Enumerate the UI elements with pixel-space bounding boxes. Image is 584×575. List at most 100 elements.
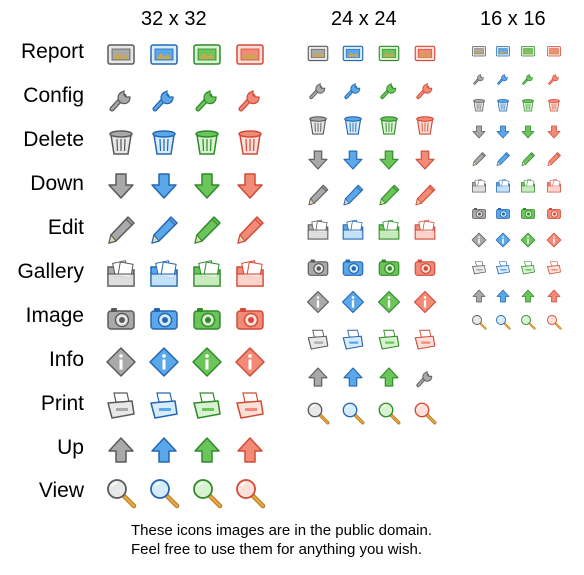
- up-icon-green: [379, 367, 399, 387]
- row-label-config: Config: [23, 84, 84, 107]
- gallery-icon-green: [193, 260, 221, 287]
- down-icon-red: [237, 173, 263, 199]
- image-icon-green: [521, 208, 535, 219]
- delete-icon-gray: [109, 130, 133, 155]
- edit-icon-gray: [108, 216, 135, 244]
- up-icon-red: [237, 437, 263, 463]
- image-icon-gray: [107, 308, 135, 330]
- up-icon-blue: [343, 367, 363, 387]
- gallery-icon-blue: [496, 179, 510, 193]
- info-icon-green: [377, 290, 401, 314]
- report-icon-blue: [150, 44, 178, 65]
- image-icon-green: [378, 259, 400, 276]
- row-label-image: Image: [25, 304, 84, 327]
- config-icon-green: [195, 90, 217, 112]
- delete-icon-blue: [152, 130, 176, 155]
- down-icon-red: [415, 150, 435, 170]
- config-icon-gray: [473, 74, 484, 85]
- config-icon-red: [548, 74, 559, 85]
- gallery-icon-red: [414, 219, 436, 240]
- report-icon-red: [236, 44, 264, 65]
- config-icon-gray: [109, 90, 131, 112]
- print-icon-gray: [307, 329, 329, 350]
- gallery-icon-gray: [307, 219, 329, 240]
- edit-icon-green: [194, 216, 221, 244]
- image-icon-gray: [472, 208, 486, 219]
- info-icon-red: [235, 347, 265, 377]
- info-icon-green: [192, 347, 222, 377]
- report-icon-red: [547, 46, 561, 57]
- print-icon-red: [414, 329, 436, 350]
- up-icon-gray: [108, 437, 134, 463]
- info-icon-red: [546, 232, 562, 248]
- edit-icon-green: [379, 184, 400, 206]
- edit-icon-red: [415, 184, 436, 206]
- view-icon-red: [414, 402, 437, 425]
- view-icon-red: [236, 479, 266, 509]
- info-icon-gray: [471, 232, 487, 248]
- view-icon-gray: [472, 315, 487, 330]
- delete-icon-red: [238, 130, 262, 155]
- view-icon-green: [193, 479, 223, 509]
- row-label-edit: Edit: [47, 216, 84, 239]
- image-icon-green: [193, 308, 221, 330]
- row-label-view: View: [38, 479, 84, 502]
- report-icon-blue: [496, 46, 510, 57]
- delete-icon-gray: [309, 116, 327, 135]
- row-label-info: Info: [48, 348, 84, 371]
- view-icon-blue: [496, 315, 511, 330]
- delete-icon-blue: [344, 116, 362, 135]
- image-icon-red: [547, 208, 561, 219]
- gallery-icon-green: [521, 179, 535, 193]
- image-icon-red: [236, 308, 264, 330]
- config-icon-blue: [497, 74, 508, 85]
- print-icon-blue: [342, 329, 364, 350]
- print-icon-blue: [496, 261, 510, 275]
- info-icon-green: [520, 232, 536, 248]
- config-icon-gray: [416, 371, 433, 388]
- up-icon-gray: [308, 367, 328, 387]
- row-label-up: Up: [57, 436, 84, 459]
- down-icon-gray: [308, 150, 328, 170]
- report-icon-blue: [342, 45, 364, 62]
- edit-icon-blue: [343, 184, 364, 206]
- print-icon-blue: [150, 392, 178, 419]
- info-icon-blue: [341, 290, 365, 314]
- edit-icon-gray: [308, 184, 329, 206]
- up-icon-green: [194, 437, 220, 463]
- edit-icon-red: [547, 152, 561, 166]
- image-icon-blue: [150, 308, 178, 330]
- delete-icon-green: [195, 130, 219, 155]
- edit-icon-gray: [472, 152, 486, 166]
- down-icon-green: [521, 125, 535, 139]
- report-icon-green: [521, 46, 535, 57]
- up-icon-gray: [472, 289, 486, 303]
- header-16: 16 x 16: [480, 8, 546, 30]
- image-icon-blue: [496, 208, 510, 219]
- footer-line-1: These icons images are in the public dom…: [131, 522, 432, 539]
- view-icon-green: [521, 315, 536, 330]
- up-icon-blue: [151, 437, 177, 463]
- down-icon-gray: [472, 125, 486, 139]
- view-icon-gray: [307, 402, 330, 425]
- view-icon-blue: [150, 479, 180, 509]
- row-label-print: Print: [40, 392, 84, 415]
- report-icon-green: [193, 44, 221, 65]
- gallery-icon-green: [378, 219, 400, 240]
- print-icon-red: [236, 392, 264, 419]
- report-icon-gray: [472, 46, 486, 57]
- delete-icon-gray: [473, 99, 485, 112]
- gallery-icon-blue: [342, 219, 364, 240]
- header-24: 24 x 24: [331, 8, 397, 30]
- print-icon-green: [193, 392, 221, 419]
- down-icon-blue: [151, 173, 177, 199]
- up-icon-red: [547, 289, 561, 303]
- down-icon-red: [547, 125, 561, 139]
- view-icon-red: [547, 315, 562, 330]
- config-icon-red: [238, 90, 260, 112]
- config-icon-blue: [152, 90, 174, 112]
- info-icon-gray: [306, 290, 330, 314]
- print-icon-green: [521, 261, 535, 275]
- gallery-icon-gray: [107, 260, 135, 287]
- gallery-icon-red: [236, 260, 264, 287]
